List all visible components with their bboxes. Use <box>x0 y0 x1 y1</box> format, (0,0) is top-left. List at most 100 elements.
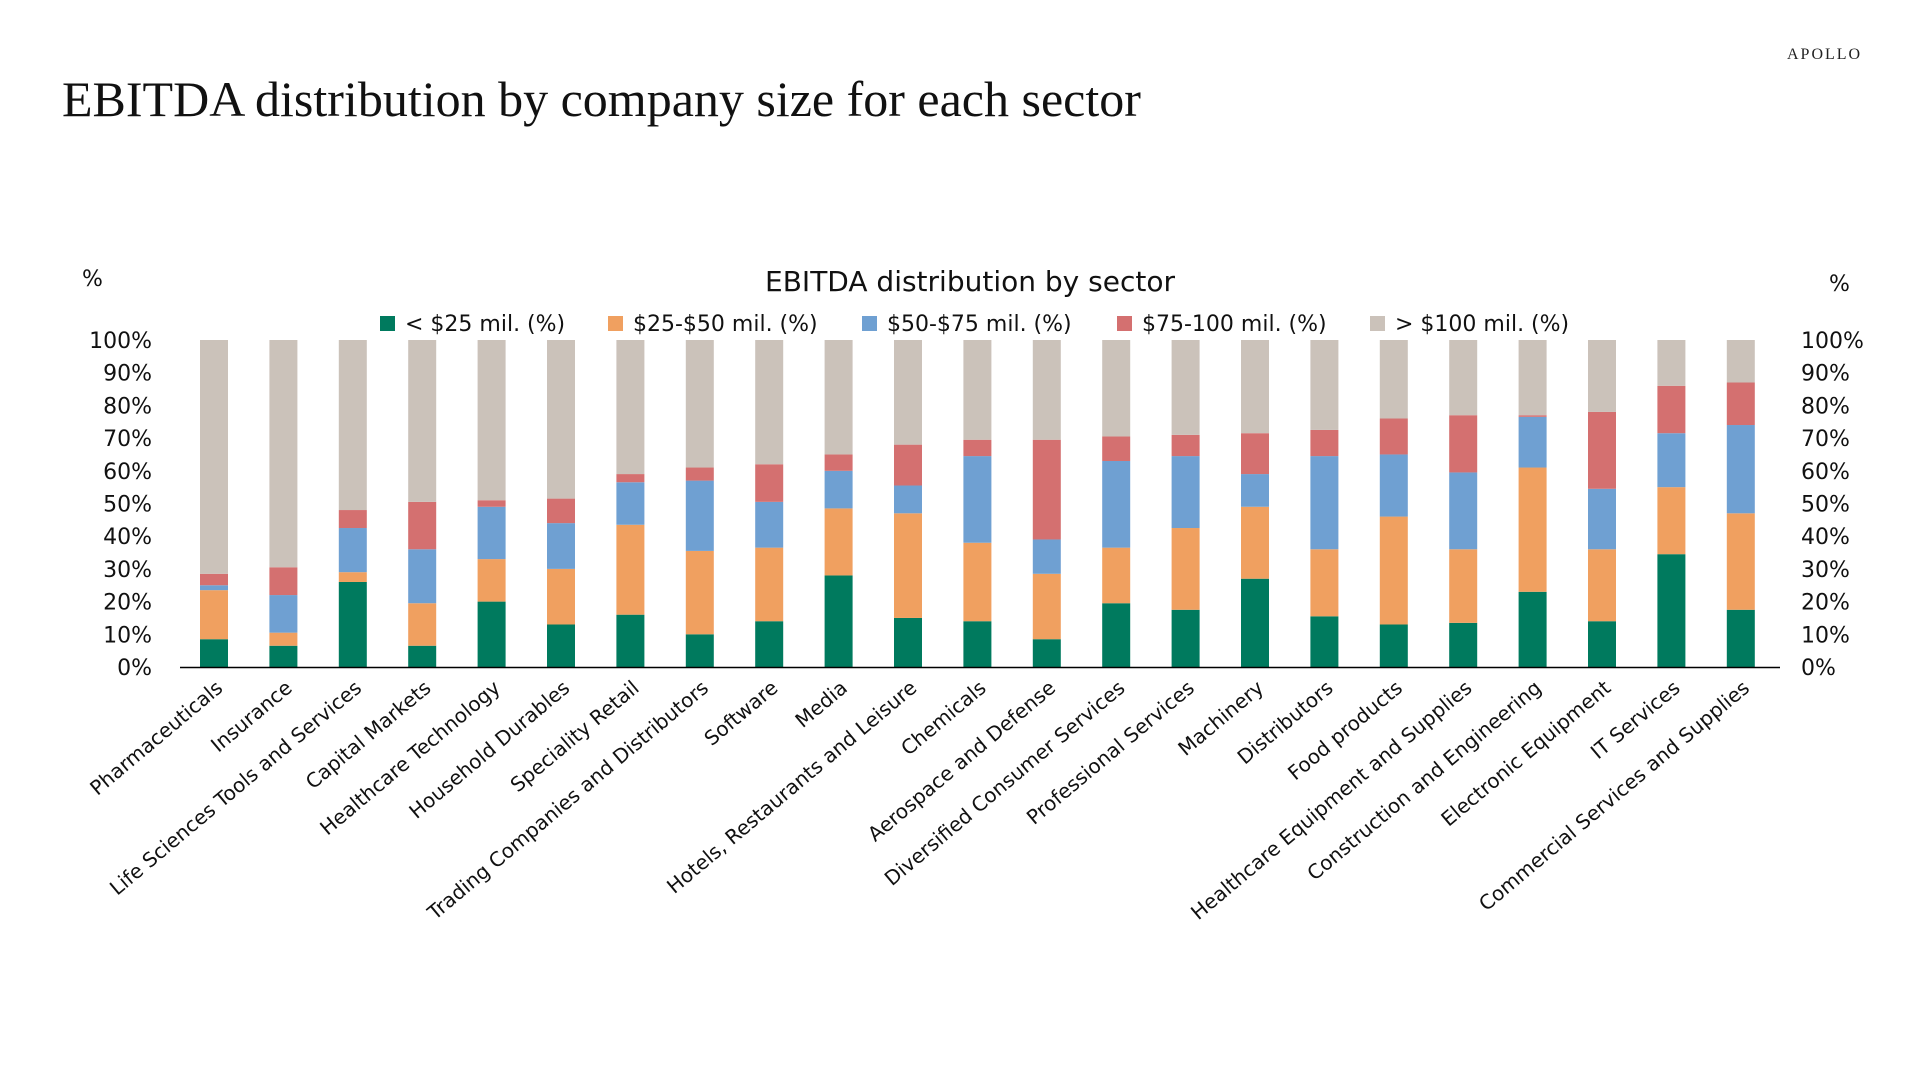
bar-segment <box>547 523 575 569</box>
y-axis-left: 0% 10% 20% 30% 40% 50% 60% 70% 80% 90% 100% <box>89 329 152 681</box>
x-tick-label: Software <box>699 675 782 750</box>
bar-segment <box>963 621 992 667</box>
bar-segment <box>1379 418 1408 455</box>
bar-segment <box>685 467 714 481</box>
y-tick-label-left: 0% <box>117 656 152 681</box>
bar-segment <box>1449 472 1478 550</box>
bar-segment <box>1102 436 1131 461</box>
bar-segment <box>1102 603 1131 667</box>
bar-segment <box>338 528 367 573</box>
bar-segment <box>269 567 298 596</box>
bar-segment <box>269 632 298 646</box>
bar-segment <box>1241 433 1269 475</box>
y-tick-label-left: 30% <box>103 558 152 583</box>
bar-segment <box>200 573 228 586</box>
bar-segment <box>755 621 784 667</box>
y-tick-label-left: 60% <box>103 460 152 485</box>
y-tick-label-left: 10% <box>103 623 152 648</box>
bar-segment <box>1518 591 1547 667</box>
legend-swatch <box>862 316 877 331</box>
bar-segment <box>1032 439 1061 540</box>
y-tick-label-right: 30% <box>1801 558 1850 583</box>
bar-segment <box>616 474 645 483</box>
bar-segment <box>1518 467 1547 592</box>
legend-label: < $25 mil. (%) <box>405 312 565 337</box>
bar-segment <box>477 559 506 602</box>
bar-segment <box>408 501 437 550</box>
bar-segment <box>338 572 367 582</box>
bar-segment <box>1588 411 1616 489</box>
bar-segment <box>477 506 506 560</box>
legend-swatch <box>608 316 623 331</box>
bar-segment <box>200 639 228 667</box>
bar-segment <box>824 470 853 509</box>
bar-segment <box>1588 549 1616 622</box>
bar-segment <box>1171 528 1200 610</box>
bar-segment <box>963 542 992 622</box>
bar-segment <box>1657 554 1686 667</box>
bar-segment <box>755 340 784 465</box>
bar-segment <box>824 454 853 471</box>
y-tick-label-left: 100% <box>89 329 152 354</box>
legend-label: > $100 mil. (%) <box>1395 312 1569 337</box>
bar-segment <box>616 340 645 475</box>
bar-segment <box>269 595 298 633</box>
y-tick-label-right: 70% <box>1801 427 1850 452</box>
bar-segment <box>1449 549 1478 623</box>
bar-segment <box>1657 340 1686 386</box>
bar-segment <box>1310 340 1339 430</box>
bar-segment <box>894 444 922 486</box>
bar-segment <box>1657 487 1686 555</box>
bar-segment <box>685 550 714 635</box>
y-tick-label-right: 90% <box>1801 362 1850 387</box>
page-title: EBITDA distribution by company size for … <box>62 71 1141 127</box>
bar-segment <box>1171 609 1200 667</box>
bar-segment <box>1241 506 1269 579</box>
bar-segment <box>1102 460 1131 548</box>
bar-segment <box>1171 340 1200 435</box>
bar-segment <box>1518 416 1547 468</box>
legend-label: $75-100 mil. (%) <box>1142 312 1327 337</box>
y-tick-label-right: 10% <box>1801 623 1850 648</box>
bar-segment <box>1726 609 1755 667</box>
bar-segment <box>1241 578 1269 667</box>
bar-segment <box>1032 539 1061 574</box>
bar-segment <box>685 634 714 667</box>
bar-segment <box>477 601 506 667</box>
y-tick-label-right: 80% <box>1801 394 1850 419</box>
bar-segment <box>1379 340 1408 419</box>
bar-segment <box>547 340 575 499</box>
bar-segment <box>1657 385 1686 434</box>
bar-segment <box>1379 516 1408 625</box>
bar-segment <box>1241 340 1269 434</box>
bar-segment <box>1726 425 1755 514</box>
x-tick-label: Hotels, Restaurants and Leisure <box>662 675 921 898</box>
legend-label: $50-$75 mil. (%) <box>887 312 1072 337</box>
bar-segment <box>1032 573 1061 640</box>
legend-swatch <box>1370 316 1385 331</box>
bar-segment <box>547 498 575 524</box>
bar-segment <box>685 480 714 551</box>
y-tick-label-right: 40% <box>1801 525 1850 550</box>
bar-segment <box>1102 340 1131 437</box>
bar-segment <box>408 645 437 667</box>
bar-segment <box>1310 549 1339 617</box>
y-tick-label-right: 100% <box>1801 329 1864 354</box>
bar-segment <box>616 614 645 667</box>
bar-segment <box>894 340 922 445</box>
bar-segment <box>894 513 922 618</box>
bar-segment <box>1310 429 1339 457</box>
y-tick-label-left: 70% <box>103 427 152 452</box>
bar-segment <box>408 603 437 646</box>
bar-segment <box>963 340 992 440</box>
y-tick-label-left: 40% <box>103 525 152 550</box>
bar-segment <box>1102 547 1131 604</box>
bar-segment <box>1518 415 1547 417</box>
bar-segment <box>1588 340 1616 412</box>
bar-segment <box>408 549 437 604</box>
y-tick-label-right: 0% <box>1801 656 1836 681</box>
bar-segment <box>1379 454 1408 517</box>
y-tick-label-right: 20% <box>1801 591 1850 616</box>
chart-title: EBITDA distribution by sector <box>765 265 1175 298</box>
bar-segment <box>1241 474 1269 507</box>
